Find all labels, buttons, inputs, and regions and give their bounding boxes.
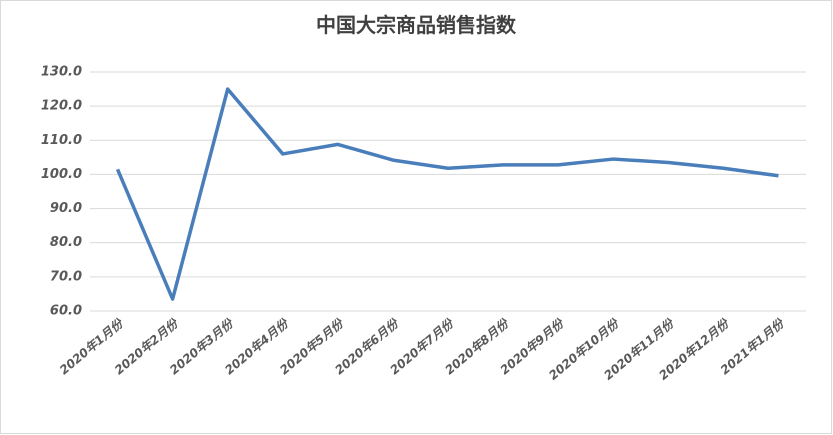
y-tick-label: 70.0 <box>50 269 82 284</box>
line-series <box>115 87 779 301</box>
y-tick-label: 80.0 <box>50 235 82 250</box>
y-tick-label: 100.0 <box>41 167 82 182</box>
y-tick-label: 130.0 <box>41 65 82 80</box>
y-tick-label: 60.0 <box>50 304 82 319</box>
chart-title: 中国大宗商品销售指数 <box>316 13 517 37</box>
y-tick-label: 120.0 <box>41 99 82 114</box>
y-tick-label: 110.0 <box>41 133 82 148</box>
y-tick-label: 90.0 <box>50 201 82 216</box>
